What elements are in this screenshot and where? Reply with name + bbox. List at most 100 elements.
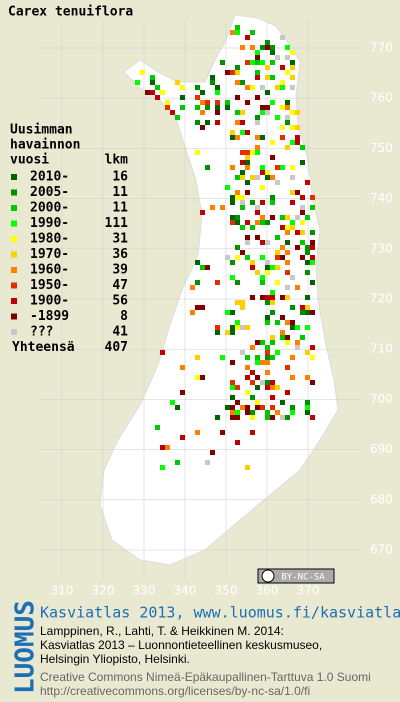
observation-square (165, 105, 170, 110)
observation-square (275, 265, 280, 270)
observation-square (195, 305, 200, 310)
observation-square (310, 415, 315, 420)
observation-square (290, 320, 295, 325)
observation-square (265, 105, 270, 110)
observation-square (305, 245, 310, 250)
observation-square (245, 85, 250, 90)
atlas-link[interactable]: Kasviatlas 2013, www.luomus.fi/kasviatla… (40, 604, 400, 622)
observation-square (280, 255, 285, 260)
observation-square (285, 230, 290, 235)
observation-square (260, 45, 265, 50)
observation-square (200, 100, 205, 105)
observation-square (240, 225, 245, 230)
observation-square (300, 305, 305, 310)
observation-square (250, 85, 255, 90)
observation-square (290, 375, 295, 380)
observation-square (235, 320, 240, 325)
observation-square (300, 145, 305, 150)
observation-square (235, 400, 240, 405)
legend-count: 16 (112, 170, 128, 185)
observation-square (215, 415, 220, 420)
observation-square (265, 65, 270, 70)
observation-square (235, 215, 240, 220)
legend-count: 111 (105, 216, 129, 231)
observation-square (305, 180, 310, 185)
legend-swatch (11, 189, 17, 196)
observation-square (205, 265, 210, 270)
observation-square (140, 70, 145, 75)
observation-square (235, 80, 240, 85)
total-count: 407 (105, 340, 128, 355)
observation-square (235, 440, 240, 445)
observation-square (235, 25, 240, 30)
legend-heading: vuosi (10, 153, 49, 168)
legend-label: 2005- (30, 185, 69, 200)
observation-square (250, 295, 255, 300)
observation-square (250, 345, 255, 350)
x-coordinate-label: 330 (133, 584, 156, 598)
observation-square (260, 240, 265, 245)
observation-square (250, 380, 255, 385)
observation-square (300, 335, 305, 340)
legend-heading: Uusimman (10, 123, 73, 138)
observation-square (145, 90, 150, 95)
legend-label: 2010- (30, 170, 69, 185)
observation-square (280, 215, 285, 220)
observation-square (240, 45, 245, 50)
legend-count: 8 (120, 309, 128, 324)
observation-square (305, 215, 310, 220)
observation-square (265, 175, 270, 180)
observation-square (195, 120, 200, 125)
observation-square (295, 140, 300, 145)
observation-square (280, 85, 285, 90)
observation-square (280, 335, 285, 340)
observation-square (235, 70, 240, 75)
observation-square (200, 265, 205, 270)
observation-square (215, 120, 220, 125)
observation-square (305, 375, 310, 380)
observation-square (265, 240, 270, 245)
observation-square (290, 405, 295, 410)
observation-square (260, 185, 265, 190)
observation-square (310, 260, 315, 265)
x-coordinate-label: 320 (92, 584, 115, 598)
observation-square (295, 215, 300, 220)
observation-square (290, 60, 295, 65)
observation-square (225, 405, 230, 410)
observation-square (290, 165, 295, 170)
observation-square (225, 255, 230, 260)
observation-square (275, 235, 280, 240)
observation-square (255, 405, 260, 410)
observation-square (240, 170, 245, 175)
observation-square (220, 60, 225, 65)
total-label: Yhteensä (12, 340, 75, 355)
observation-square (235, 300, 240, 305)
observation-square (160, 465, 165, 470)
observation-square (180, 365, 185, 370)
observation-square (280, 415, 285, 420)
observation-square (245, 355, 250, 360)
observation-square (150, 75, 155, 80)
observation-square (270, 395, 275, 400)
observation-square (285, 105, 290, 110)
observation-square (255, 220, 260, 225)
observation-square (295, 285, 300, 290)
observation-square (270, 60, 275, 65)
observation-square (305, 270, 310, 275)
observation-square (300, 255, 305, 260)
license-url[interactable]: http://creativecommons.org/licenses/by-n… (40, 684, 310, 698)
observation-square (230, 195, 235, 200)
observation-square (215, 325, 220, 330)
observation-square (245, 465, 250, 470)
observation-square (240, 405, 245, 410)
observation-square (165, 445, 170, 450)
observation-square (290, 125, 295, 130)
observation-square (240, 110, 245, 115)
observation-square (245, 390, 250, 395)
observation-square (260, 165, 265, 170)
legend-label: 1980- (30, 232, 69, 247)
legend-count: 11 (112, 201, 128, 216)
observation-square (255, 115, 260, 120)
observation-square (280, 315, 285, 320)
observation-square (240, 300, 245, 305)
